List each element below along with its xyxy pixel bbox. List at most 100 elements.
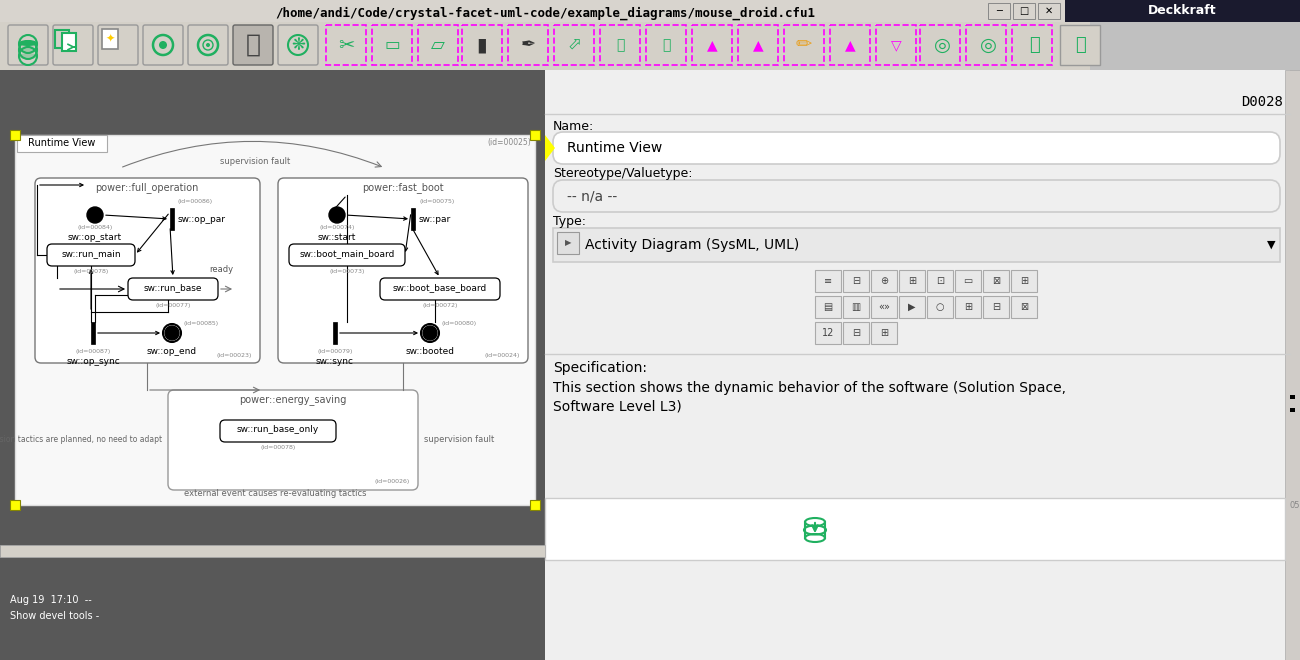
Text: ⊟: ⊟: [852, 276, 861, 286]
Text: ▭: ▭: [384, 36, 400, 54]
Bar: [508, 25, 549, 65]
Text: sw::boot_main_board: sw::boot_main_board: [299, 249, 395, 259]
Bar: [1011, 25, 1052, 65]
Text: ⊠: ⊠: [992, 276, 1000, 286]
Bar: [829, 25, 870, 65]
Text: ⬛: ⬛: [662, 38, 671, 52]
Bar: [956, 270, 982, 292]
Text: ▲: ▲: [845, 38, 855, 52]
FancyBboxPatch shape: [143, 25, 183, 65]
Text: ✕: ✕: [1045, 6, 1053, 16]
Text: ▤: ▤: [823, 302, 832, 312]
Text: ⌛: ⌛: [1075, 36, 1086, 54]
Text: ⊟: ⊟: [992, 302, 1000, 312]
Text: Show devel tools -: Show devel tools -: [10, 611, 99, 621]
Text: (id=00026): (id=00026): [374, 480, 410, 484]
Bar: [956, 296, 982, 318]
Circle shape: [162, 324, 181, 342]
FancyBboxPatch shape: [278, 178, 528, 363]
Bar: [0, 70, 1089, 660]
Text: sw::start: sw::start: [317, 232, 356, 242]
Bar: [101, 29, 118, 49]
Text: D0028: D0028: [1242, 95, 1283, 109]
Text: sw::run_main: sw::run_main: [61, 249, 121, 259]
Text: ◎: ◎: [933, 36, 950, 55]
Text: ▶: ▶: [564, 238, 571, 248]
Bar: [1290, 408, 1295, 412]
Text: sw::op_end: sw::op_end: [147, 346, 198, 356]
Bar: [871, 322, 897, 344]
Text: -- n/a --: -- n/a --: [567, 189, 617, 203]
Text: ▲: ▲: [753, 38, 763, 52]
FancyBboxPatch shape: [168, 390, 419, 490]
FancyBboxPatch shape: [233, 25, 273, 65]
Text: ⊠: ⊠: [1020, 302, 1028, 312]
Bar: [815, 296, 841, 318]
Bar: [530, 130, 540, 140]
Text: Stereotype/Valuetype:: Stereotype/Valuetype:: [552, 168, 693, 180]
Text: Runtime View: Runtime View: [29, 138, 96, 148]
Bar: [0, 545, 545, 557]
Bar: [900, 296, 926, 318]
Bar: [170, 208, 174, 230]
FancyBboxPatch shape: [289, 244, 406, 266]
Bar: [983, 270, 1009, 292]
Text: external event causes re-evaluating tactics: external event causes re-evaluating tact…: [183, 488, 367, 498]
Text: ▥: ▥: [852, 302, 861, 312]
Bar: [554, 25, 594, 65]
Circle shape: [87, 207, 103, 223]
Text: ready: ready: [209, 265, 233, 275]
Text: 12: 12: [822, 328, 835, 338]
Bar: [545, 70, 1290, 660]
Ellipse shape: [20, 40, 36, 46]
Bar: [738, 25, 777, 65]
Ellipse shape: [20, 41, 36, 47]
Polygon shape: [545, 135, 555, 161]
Text: (id=00024): (id=00024): [485, 352, 520, 358]
Ellipse shape: [20, 47, 36, 53]
Text: (id=00085): (id=00085): [185, 321, 220, 325]
Bar: [784, 25, 824, 65]
Circle shape: [205, 43, 211, 47]
Text: Name:: Name:: [552, 119, 594, 133]
Text: (id=00080): (id=00080): [442, 321, 477, 325]
FancyBboxPatch shape: [188, 25, 228, 65]
Bar: [646, 25, 686, 65]
Text: sw::booted: sw::booted: [406, 346, 455, 356]
Bar: [1284, 70, 1300, 660]
Text: power::energy_saving: power::energy_saving: [239, 395, 347, 405]
FancyBboxPatch shape: [380, 278, 500, 300]
Text: sw::op_sync: sw::op_sync: [66, 358, 120, 366]
Bar: [530, 500, 540, 510]
Bar: [462, 25, 502, 65]
Bar: [55, 30, 69, 48]
Text: sw::run_base_only: sw::run_base_only: [237, 426, 318, 434]
Text: sw::op_start: sw::op_start: [68, 232, 122, 242]
Bar: [920, 25, 959, 65]
Text: ⊞: ⊞: [907, 276, 916, 286]
Bar: [16, 135, 536, 505]
Text: (id=00078): (id=00078): [73, 269, 109, 273]
Text: ⊞: ⊞: [1020, 276, 1028, 286]
Bar: [333, 322, 337, 344]
Text: mission tactics are planned, no need to adapt: mission tactics are planned, no need to …: [0, 436, 162, 444]
Text: ─: ─: [996, 6, 1002, 16]
FancyBboxPatch shape: [53, 25, 94, 65]
Text: (id=00086): (id=00086): [178, 199, 213, 205]
Text: sw::sync: sw::sync: [316, 358, 354, 366]
Text: Runtime View: Runtime View: [567, 141, 662, 155]
Bar: [1037, 3, 1060, 19]
Bar: [927, 270, 953, 292]
Text: ✋: ✋: [246, 33, 260, 57]
Bar: [0, 0, 1300, 22]
Bar: [842, 296, 868, 318]
Bar: [556, 232, 578, 254]
Text: ▲: ▲: [707, 38, 718, 52]
Text: power::full_operation: power::full_operation: [95, 183, 199, 193]
Text: (id=00079): (id=00079): [317, 350, 352, 354]
Bar: [545, 498, 1284, 560]
Bar: [17, 135, 107, 152]
Text: This section shows the dynamic behavior of the software (Solution Space,: This section shows the dynamic behavior …: [552, 381, 1066, 395]
Bar: [1060, 25, 1100, 65]
FancyBboxPatch shape: [552, 132, 1280, 164]
